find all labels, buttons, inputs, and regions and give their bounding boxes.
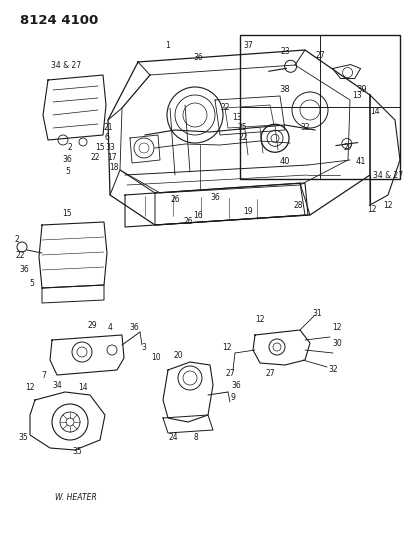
Text: 18: 18 [109,163,119,172]
Text: 39: 39 [355,85,366,94]
Text: 37: 37 [243,41,252,50]
Text: 29: 29 [87,320,97,329]
Text: 31: 31 [311,309,321,318]
Text: 8124 4100: 8124 4100 [20,14,98,27]
Text: 15: 15 [62,208,72,217]
Text: 12: 12 [366,206,376,214]
Text: 10: 10 [151,353,160,362]
Text: 3: 3 [141,343,146,352]
Text: 28: 28 [292,200,302,209]
Text: 27: 27 [265,368,274,377]
Text: 36: 36 [210,193,219,203]
Text: 13: 13 [351,91,361,100]
Text: 32: 32 [327,366,337,375]
Text: W. HEATER: W. HEATER [55,494,97,503]
Text: 41: 41 [355,157,366,166]
Text: 25: 25 [237,124,246,133]
Text: 36: 36 [62,156,72,165]
Text: 34 & 27: 34 & 27 [51,61,81,69]
Text: 15: 15 [95,143,105,152]
Text: 14: 14 [369,108,379,117]
Text: 36: 36 [193,52,202,61]
Text: 33: 33 [105,143,115,152]
Text: 26: 26 [170,196,180,205]
Text: 12: 12 [382,200,392,209]
Text: 17: 17 [107,154,117,163]
Text: 32: 32 [299,124,309,133]
Text: 27: 27 [342,143,352,152]
Text: 8: 8 [193,433,198,442]
Text: 9: 9 [230,393,235,402]
Text: 20: 20 [173,351,182,359]
Text: 36: 36 [19,265,29,274]
Text: 7: 7 [41,370,46,379]
Text: 12: 12 [255,316,264,325]
Text: 34 & 27: 34 & 27 [372,171,402,180]
Text: 27: 27 [315,51,324,60]
Text: 30: 30 [331,338,341,348]
Text: 23: 23 [279,47,289,56]
Text: 35: 35 [18,433,28,442]
Bar [239,35,399,179]
Text: 1: 1 [165,42,170,51]
Text: 12: 12 [331,322,341,332]
Text: 6: 6 [104,133,109,142]
Text: 22: 22 [220,103,229,112]
Text: 34: 34 [52,381,62,390]
Text: 22: 22 [90,154,99,163]
Text: 5: 5 [65,167,70,176]
Text: 21: 21 [103,124,112,133]
Text: 12: 12 [25,384,35,392]
Text: 24: 24 [168,433,178,442]
Text: 5: 5 [29,279,34,287]
Text: 4: 4 [107,324,112,333]
Text: 19: 19 [243,207,252,216]
Text: 36: 36 [231,381,240,390]
Text: 12: 12 [222,343,231,351]
Text: 26: 26 [183,217,192,227]
Text: 2: 2 [67,143,72,152]
Text: 14: 14 [78,384,88,392]
Text: 36: 36 [129,324,139,333]
Text: 22: 22 [15,251,25,260]
Text: 22: 22 [238,133,247,142]
Text: 2: 2 [15,236,19,245]
Text: 27: 27 [225,368,234,377]
Text: 35: 35 [72,448,82,456]
Text: 13: 13 [231,112,241,122]
Text: 38: 38 [279,85,289,94]
Text: 16: 16 [193,211,202,220]
Text: 40: 40 [279,157,289,166]
